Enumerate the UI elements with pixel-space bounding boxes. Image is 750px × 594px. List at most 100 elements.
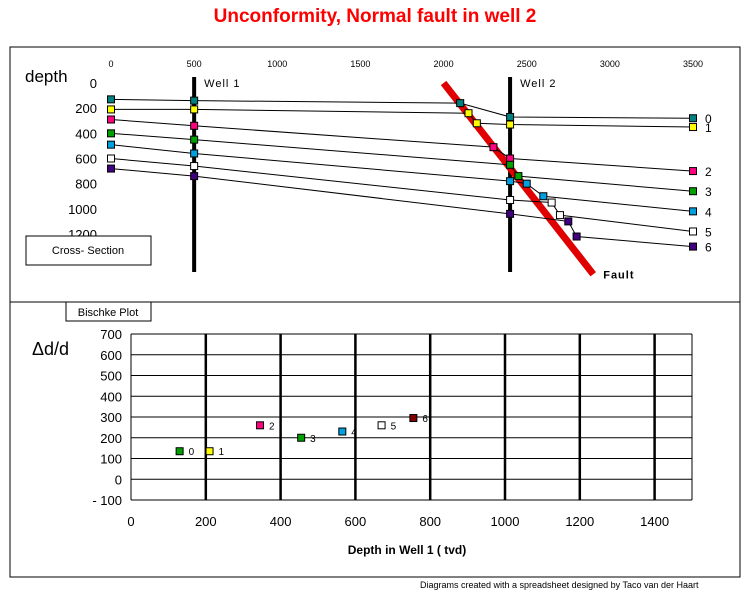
bp-point-4 xyxy=(338,427,347,436)
cs-box-label: Cross- Section xyxy=(52,245,124,257)
horizon-marker-0 xyxy=(456,99,465,108)
cs-wells: Well 1 Well 2 xyxy=(192,77,556,272)
horizon-marker-5 xyxy=(506,196,515,205)
cs-x-tick-labels: 0 500 1000 1500 2000 2500 3000 3500 xyxy=(108,59,703,69)
bp-y-tick: 200 xyxy=(100,431,122,446)
bp-y-tick: 500 xyxy=(100,369,122,384)
cs-horizon-labels: 01 2 3 4 5 6 xyxy=(705,112,712,254)
horizon-marker-5 xyxy=(689,227,697,236)
horizon-marker-5 xyxy=(190,162,199,171)
bp-point-label-2: 2 xyxy=(269,421,275,432)
bp-y-tick: 100 xyxy=(100,452,122,467)
horizon-marker-2 xyxy=(689,167,697,176)
horizon-marker-3 xyxy=(506,160,515,169)
bp-x-tick: 1200 xyxy=(565,514,594,529)
bischke-chart: Bischke Plot Δd/d 0 200 400 600 800 1000 1200 1… xyxy=(32,301,693,557)
bp-x-tick: 800 xyxy=(419,514,441,529)
cs-x-tick: 3500 xyxy=(683,59,703,69)
bp-point-label-0: 0 xyxy=(189,447,195,458)
horizon-marker-4 xyxy=(190,149,199,158)
cs-y-tick: 800 xyxy=(75,177,97,192)
horizon-marker-6 xyxy=(689,242,697,251)
bp-point-label-5: 5 xyxy=(391,421,397,432)
horizon-marker-4 xyxy=(522,179,531,188)
horizon-line-4 xyxy=(110,144,694,212)
horizon-label-6: 6 xyxy=(705,241,712,255)
bp-y-tick: 700 xyxy=(100,327,122,342)
bp-y-tick: 300 xyxy=(100,410,122,425)
bp-points: 0 1 2 3 4 5 6 xyxy=(175,414,428,458)
bp-box xyxy=(65,301,152,322)
bischke-frame xyxy=(9,301,741,578)
bp-y-tick-labels: 700 600 500 400 300 200 100 0 - 100 xyxy=(92,327,122,508)
bp-y-tick: 0 xyxy=(115,472,122,487)
horizon-marker-2 xyxy=(190,121,199,130)
bp-xlabel: Depth in Well 1 ( tvd) xyxy=(348,543,466,557)
horizon-label-5: 5 xyxy=(705,225,712,239)
cs-y-tick: 400 xyxy=(75,126,97,141)
horizon-marker-0 xyxy=(107,95,115,104)
bp-point-5 xyxy=(377,421,386,430)
horizon-marker-5 xyxy=(555,211,564,220)
bp-x-tick: 1400 xyxy=(640,514,669,529)
bp-box-label: Bischke Plot xyxy=(78,307,139,319)
bp-point-label-1: 1 xyxy=(219,447,225,458)
bp-ylabel: Δd/d xyxy=(32,339,69,359)
bp-y-tick: - 100 xyxy=(92,493,122,508)
horizon-marker-3 xyxy=(514,172,523,181)
cs-x-tick: 0 xyxy=(108,59,113,69)
bp-x-tick: 600 xyxy=(345,514,367,529)
horizon-marker-3 xyxy=(190,135,199,144)
horizon-line-5 xyxy=(110,158,694,232)
well-label: Well 1 xyxy=(204,78,240,90)
bp-x-tick: 1000 xyxy=(491,514,520,529)
bp-y-tick: 400 xyxy=(100,389,122,404)
cs-x-tick: 2500 xyxy=(517,59,537,69)
cs-x-tick: 3000 xyxy=(600,59,620,69)
bp-point-3 xyxy=(297,433,306,442)
horizon-marker-1 xyxy=(464,109,473,118)
horizon-line-1 xyxy=(111,108,694,128)
bp-point-1 xyxy=(205,447,214,456)
horizon-label-1: 1 xyxy=(705,121,712,135)
bp-point-2 xyxy=(256,421,265,430)
horizon-line-3 xyxy=(110,132,694,192)
horizon-marker-1 xyxy=(190,105,199,114)
cs-x-tick: 2000 xyxy=(434,59,454,69)
cs-x-tick: 1000 xyxy=(267,59,287,69)
horizon-line-2 xyxy=(110,118,694,172)
horizon-marker-1 xyxy=(506,120,515,129)
cs-y-tick: 600 xyxy=(75,152,97,167)
horizon-marker-6 xyxy=(506,209,515,218)
bp-x-tick: 400 xyxy=(270,514,292,529)
horizon-marker-0 xyxy=(506,112,515,121)
bp-point-label-4: 4 xyxy=(351,428,357,439)
horizon-marker-6 xyxy=(572,232,581,241)
bp-point-label-6: 6 xyxy=(422,414,428,425)
horizon-line-0 xyxy=(110,98,694,119)
horizon-label-3: 3 xyxy=(705,185,712,199)
horizon-line-6 xyxy=(110,168,694,248)
cs-ylabel: depth xyxy=(25,67,68,86)
horizon-marker-5 xyxy=(547,198,556,207)
horizon-marker-2 xyxy=(489,143,498,152)
horizon-marker-3 xyxy=(689,187,697,196)
horizon-label-2: 2 xyxy=(705,165,712,179)
well-label: Well 2 xyxy=(520,78,556,90)
horizon-marker-4 xyxy=(107,140,115,149)
cs-y-tick: 200 xyxy=(75,101,97,116)
fault-label: Fault xyxy=(603,269,634,281)
horizon-marker-6 xyxy=(564,217,573,226)
horizon-marker-0 xyxy=(190,96,199,105)
bp-y-tick: 600 xyxy=(100,348,122,363)
bp-x-tick: 0 xyxy=(127,514,134,529)
horizon-marker-4 xyxy=(506,177,515,186)
horizon-marker-1 xyxy=(689,123,697,132)
cs-y-tick: 1000 xyxy=(68,202,97,217)
cs-box xyxy=(25,235,152,266)
horizon-marker-3 xyxy=(107,129,115,138)
bp-point-label-3: 3 xyxy=(310,434,316,445)
horizon-marker-4 xyxy=(689,207,697,216)
